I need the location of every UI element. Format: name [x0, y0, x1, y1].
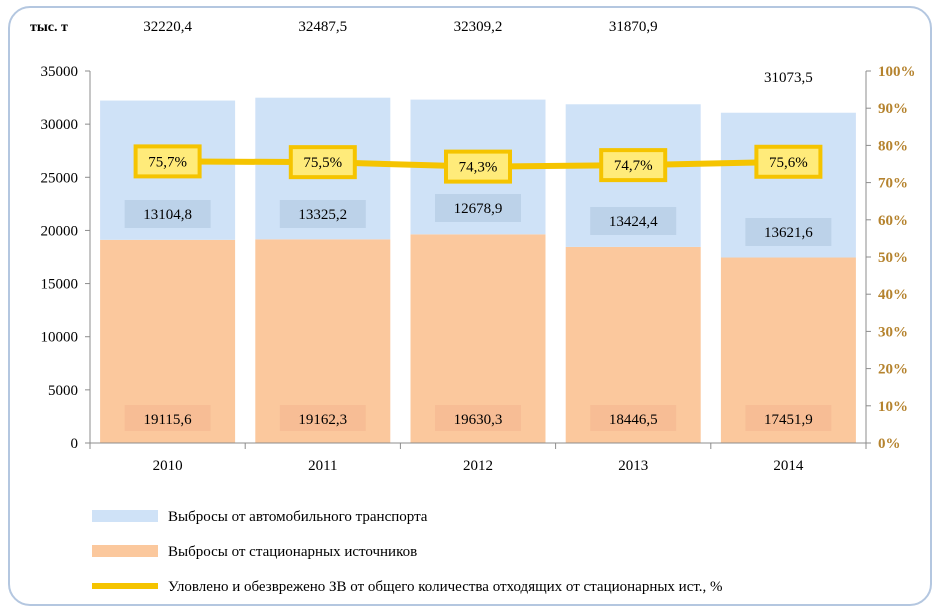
- total-label: 32487,5: [298, 19, 347, 35]
- total-label: 31073,5: [764, 70, 813, 86]
- label-box-stationary: [124, 405, 211, 431]
- y-right-tick-label: 0%: [878, 436, 901, 452]
- y-right-tick-label: 80%: [878, 138, 908, 154]
- y-left-tick-label: 20000: [41, 223, 79, 239]
- data-label-transport: 13424,4: [609, 214, 658, 230]
- x-tick-label: 2011: [308, 458, 337, 474]
- data-label-transport: 13621,6: [764, 225, 813, 241]
- legend-label-stationary: Выбросы от стационарных источников: [168, 544, 417, 560]
- y-right-tick-label: 90%: [878, 101, 908, 117]
- line-point-marker: [444, 149, 512, 184]
- y-right-tick-label: 30%: [878, 324, 908, 340]
- data-label-transport: 13104,8: [143, 207, 192, 223]
- legend-label-line: Уловлено и обезврежено ЗВ от общего коли…: [168, 579, 723, 595]
- y-left-tick-label: 5000: [48, 383, 78, 399]
- data-label-percent: 75,7%: [148, 154, 187, 170]
- data-label-transport: 13325,2: [298, 207, 347, 223]
- y-left-tick-label: 15000: [41, 277, 79, 293]
- data-label-percent: 74,3%: [459, 160, 498, 176]
- x-tick-label: 2013: [618, 458, 648, 474]
- line-point-marker: [599, 148, 668, 183]
- line-point-marker: [133, 144, 202, 179]
- y-right-tick-label: 50%: [878, 250, 908, 266]
- y-right-tick-label: 60%: [878, 213, 908, 229]
- total-label: 32309,2: [454, 19, 503, 35]
- x-tick-label: 2012: [463, 458, 493, 474]
- data-label-stationary: 17451,9: [764, 412, 813, 428]
- y-right-tick-label: 20%: [878, 362, 908, 378]
- y-left-tick-label: 25000: [41, 170, 79, 186]
- label-box-transport: [124, 200, 211, 228]
- total-label: 32220,4: [143, 19, 192, 35]
- y-left-tick-label: 35000: [41, 64, 79, 80]
- data-label-stationary: 18446,5: [609, 412, 658, 428]
- total-label: 31870,9: [609, 19, 658, 35]
- line-point-marker: [754, 144, 823, 179]
- label-box-transport: [590, 207, 677, 235]
- x-tick-label: 2010: [153, 458, 183, 474]
- y-right-tick-label: 100%: [878, 64, 916, 80]
- y-left-tick-label: 30000: [41, 117, 79, 133]
- label-box-stationary: [590, 405, 677, 431]
- line-point-marker: [288, 145, 357, 180]
- x-tick-label: 2014: [773, 458, 804, 474]
- legend-label-transport: Выбросы от автомобильного транспорта: [168, 509, 428, 525]
- label-box-stationary: [745, 405, 832, 431]
- label-box-stationary: [435, 405, 521, 431]
- data-label-percent: 74,7%: [614, 158, 653, 174]
- label-box-transport: [745, 218, 832, 246]
- y-right-tick-label: 70%: [878, 176, 908, 192]
- label-box-stationary: [279, 405, 366, 431]
- data-label-stationary: 19115,6: [143, 412, 192, 428]
- y-left-tick-label: 0: [71, 436, 79, 452]
- legend-swatch-stationary: [92, 545, 158, 557]
- y-left-tick-label: 10000: [41, 330, 79, 346]
- data-label-transport: 12678,9: [454, 201, 503, 217]
- data-label-stationary: 19162,3: [298, 412, 347, 428]
- label-box-transport: [279, 200, 366, 228]
- y-right-tick-label: 10%: [878, 399, 908, 415]
- y-axis-unit-label: тыс. т: [30, 20, 68, 35]
- y-right-tick-label: 40%: [878, 287, 908, 303]
- data-label-percent: 75,6%: [769, 155, 808, 171]
- data-label-stationary: 19630,3: [454, 412, 503, 428]
- label-box-transport: [435, 194, 521, 222]
- data-label-percent: 75,5%: [303, 155, 342, 171]
- legend-swatch-transport: [92, 510, 158, 522]
